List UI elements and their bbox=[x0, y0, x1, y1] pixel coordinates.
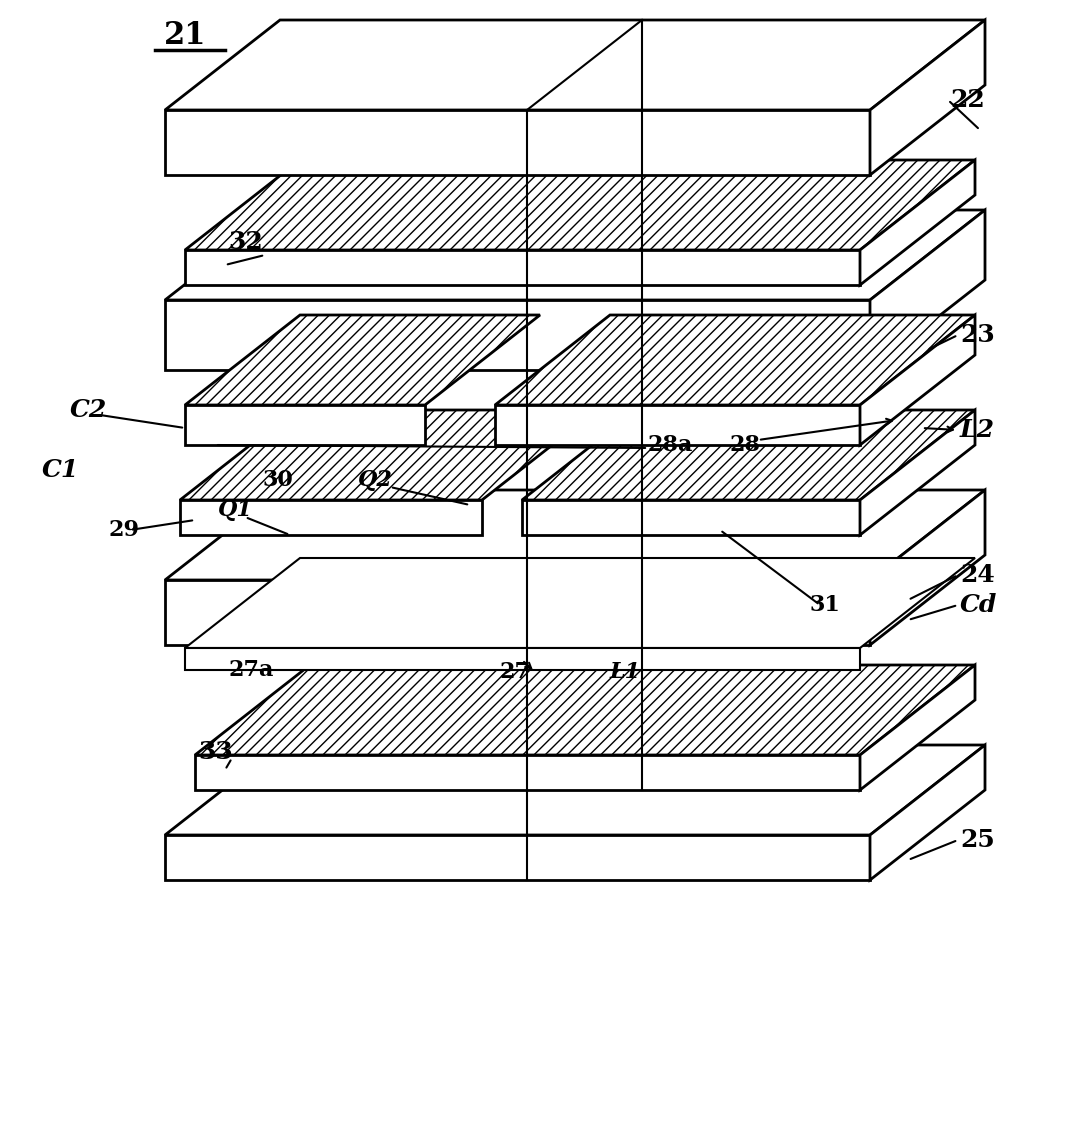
Polygon shape bbox=[165, 110, 870, 175]
Polygon shape bbox=[180, 410, 598, 500]
Text: 30: 30 bbox=[262, 469, 292, 491]
Polygon shape bbox=[165, 490, 985, 580]
Polygon shape bbox=[495, 315, 975, 406]
Text: 25: 25 bbox=[960, 828, 994, 852]
Text: Cd: Cd bbox=[960, 593, 998, 617]
Polygon shape bbox=[165, 300, 870, 370]
Polygon shape bbox=[522, 410, 975, 500]
Polygon shape bbox=[860, 315, 975, 445]
Polygon shape bbox=[870, 210, 985, 370]
Polygon shape bbox=[165, 835, 870, 880]
Text: 28: 28 bbox=[730, 434, 761, 456]
Text: 32: 32 bbox=[228, 229, 262, 254]
Polygon shape bbox=[185, 315, 540, 406]
Text: Q2: Q2 bbox=[359, 469, 393, 491]
Polygon shape bbox=[185, 406, 425, 445]
Text: 27: 27 bbox=[500, 661, 531, 683]
Text: 29: 29 bbox=[108, 519, 139, 541]
Polygon shape bbox=[185, 160, 975, 250]
Text: 33: 33 bbox=[198, 740, 233, 765]
Polygon shape bbox=[185, 250, 860, 285]
Text: L2: L2 bbox=[960, 418, 996, 442]
Polygon shape bbox=[165, 20, 985, 110]
Polygon shape bbox=[165, 210, 985, 300]
Polygon shape bbox=[185, 558, 975, 648]
Text: Q1: Q1 bbox=[218, 499, 253, 521]
Polygon shape bbox=[522, 500, 860, 535]
Polygon shape bbox=[165, 580, 870, 645]
Polygon shape bbox=[195, 755, 860, 790]
Polygon shape bbox=[870, 20, 985, 175]
Text: 24: 24 bbox=[960, 563, 994, 587]
Polygon shape bbox=[860, 665, 975, 790]
Text: 23: 23 bbox=[960, 323, 994, 346]
Polygon shape bbox=[495, 406, 860, 445]
Text: 31: 31 bbox=[810, 594, 841, 616]
Polygon shape bbox=[870, 745, 985, 880]
Text: C1: C1 bbox=[42, 458, 79, 482]
Text: 28a: 28a bbox=[648, 434, 694, 456]
Polygon shape bbox=[185, 648, 860, 670]
Polygon shape bbox=[165, 745, 985, 835]
Polygon shape bbox=[870, 490, 985, 645]
Text: 27a: 27a bbox=[228, 659, 273, 680]
Polygon shape bbox=[860, 410, 975, 535]
Text: 21: 21 bbox=[164, 19, 206, 50]
Polygon shape bbox=[860, 160, 975, 285]
Polygon shape bbox=[180, 500, 482, 535]
Text: C2: C2 bbox=[70, 398, 108, 421]
Text: L1: L1 bbox=[610, 661, 641, 683]
Polygon shape bbox=[195, 665, 975, 755]
Text: 22: 22 bbox=[950, 87, 985, 112]
